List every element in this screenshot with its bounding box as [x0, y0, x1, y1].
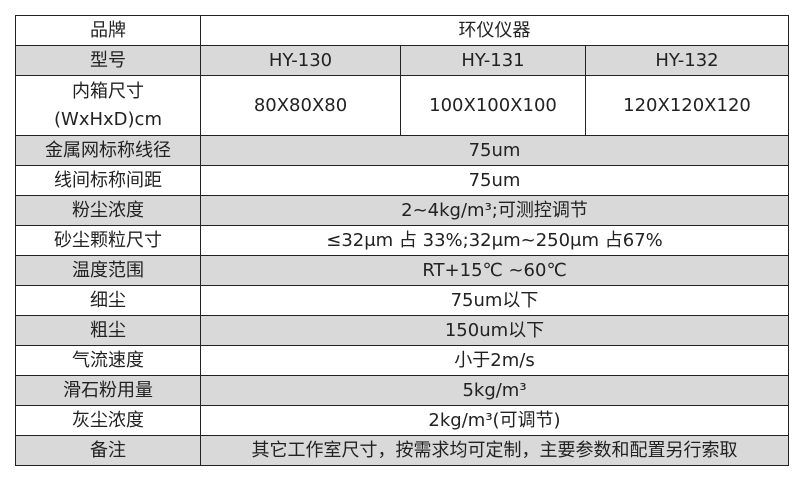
row-label: 型号	[15, 45, 201, 76]
row-value: 小于2m/s	[199, 345, 790, 376]
table-row: 滑石粉用量 5kg/m³	[15, 375, 790, 406]
label-line: (WxHxD)cm	[54, 108, 162, 130]
row-label: 粗尘	[15, 315, 201, 346]
row-model: 型号 HY-130 HY-131 HY-132	[15, 45, 790, 76]
row-label: 温度范围	[15, 255, 201, 286]
model-value: HY-131	[400, 45, 586, 76]
row-value: 2kg/m³(可调节)	[199, 405, 790, 436]
model-value: HY-132	[584, 45, 790, 76]
row-label: 内箱尺寸 (WxHxD)cm	[15, 75, 201, 136]
row-value: 75um	[199, 165, 790, 196]
row-value: 150um以下	[199, 315, 790, 346]
table-row: 备注 其它工作室尺寸，按需求均可定制，主要参数和配置另行索取	[15, 435, 790, 466]
row-label: 备注	[15, 435, 201, 466]
row-label: 气流速度	[15, 345, 201, 376]
row-value: 75um	[199, 135, 790, 166]
table-row: 粗尘 150um以下	[15, 315, 790, 346]
row-value: 75um以下	[199, 285, 790, 316]
label-line: 内箱尺寸	[72, 80, 144, 102]
spec-table: 品牌 环仪仪器 型号 HY-130 HY-131 HY-132 内箱尺寸 (WxH…	[15, 15, 790, 466]
row-label: 粉尘浓度	[15, 195, 201, 226]
row-label: 砂尘颗粒尺寸	[15, 225, 201, 256]
size-value: 80X80X80	[200, 75, 401, 136]
size-value: 100X100X100	[400, 75, 586, 136]
size-value: 120X120X120	[584, 75, 790, 136]
table-row: 粉尘浓度 2~4kg/m³;可测控调节	[15, 195, 790, 226]
row-label: 灰尘浓度	[15, 405, 201, 436]
row-label: 金属网标称线径	[15, 135, 201, 166]
row-value: 环仪仪器	[199, 15, 790, 46]
table-row: 细尘 75um以下	[15, 285, 790, 316]
row-label: 细尘	[15, 285, 201, 316]
table-row: 温度范围 RT+15℃ ~60℃	[15, 255, 790, 286]
table-row: 金属网标称线径 75um	[15, 135, 790, 166]
row-value: 5kg/m³	[199, 375, 790, 406]
row-value: ≤32μm 占 33%;32μm~250μm 占67%	[199, 225, 790, 256]
row-value: RT+15℃ ~60℃	[199, 255, 790, 286]
row-label: 线间标称间距	[15, 165, 201, 196]
row-value: 其它工作室尺寸，按需求均可定制，主要参数和配置另行索取	[199, 435, 790, 466]
row-inner-size: 内箱尺寸 (WxHxD)cm 80X80X80 100X100X100 120X1…	[15, 75, 790, 136]
row-brand: 品牌 环仪仪器	[15, 15, 790, 46]
row-value: 2~4kg/m³;可测控调节	[199, 195, 790, 226]
row-label: 滑石粉用量	[15, 375, 201, 406]
table-row: 砂尘颗粒尺寸 ≤32μm 占 33%;32μm~250μm 占67%	[15, 225, 790, 256]
table-row: 气流速度 小于2m/s	[15, 345, 790, 376]
table-row: 灰尘浓度 2kg/m³(可调节)	[15, 405, 790, 436]
model-value: HY-130	[200, 45, 401, 76]
row-label: 品牌	[15, 15, 201, 46]
table-row: 线间标称间距 75um	[15, 165, 790, 196]
